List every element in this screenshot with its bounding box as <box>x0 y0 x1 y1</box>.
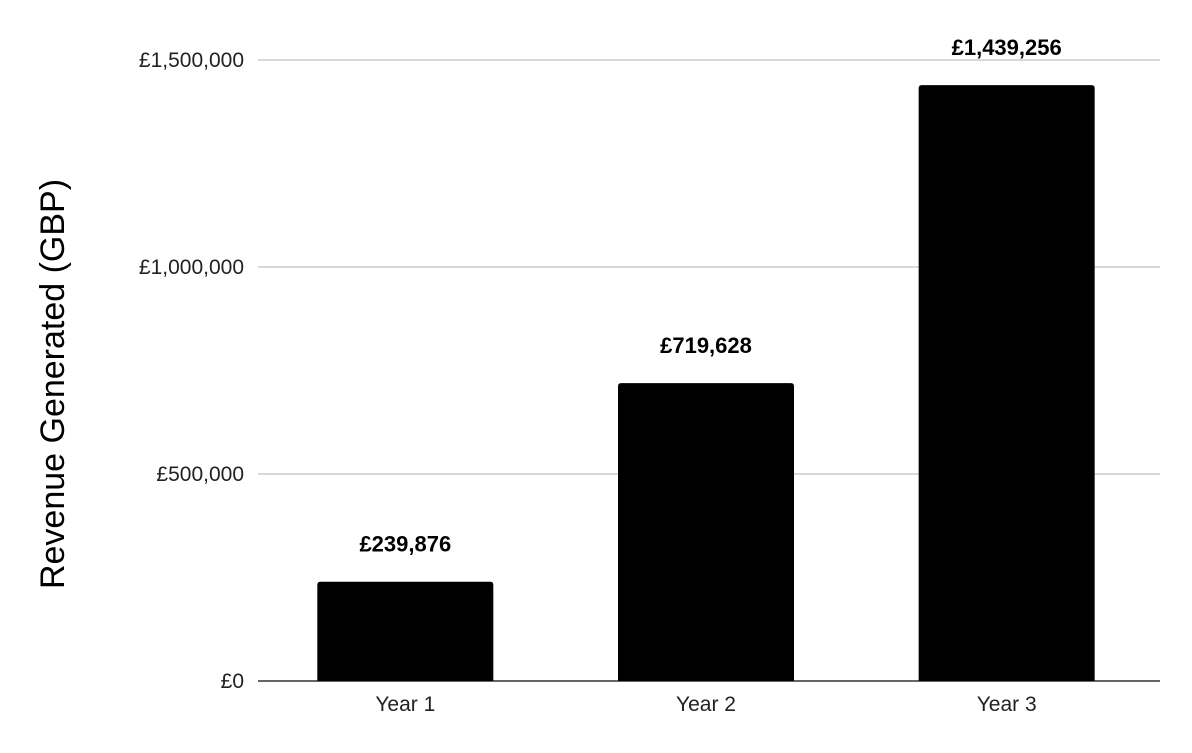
x-axis-ticks: Year 1 Year 2 Year 3 <box>375 693 1036 716</box>
bar <box>618 383 794 681</box>
y-axis-title: Revenue Generated (GBP) <box>34 179 72 589</box>
x-tick-label: Year 3 <box>977 693 1037 716</box>
y-tick-label: £500,000 <box>156 463 244 486</box>
x-tick-label: Year 2 <box>676 693 736 716</box>
y-tick-label: £0 <box>221 670 244 693</box>
bar-data-label: £239,876 <box>359 532 451 557</box>
y-tick-label: £1,000,000 <box>139 256 244 279</box>
bar <box>918 85 1095 682</box>
bars <box>317 85 1095 682</box>
x-tick-label: Year 1 <box>375 693 435 716</box>
y-axis-ticks: £0 £500,000 £1,000,000 £1,500,000 <box>139 49 244 693</box>
y-tick-label: £1,500,000 <box>139 49 244 72</box>
data-labels: £239,876 £719,628 £1,439,256 <box>359 35 1061 557</box>
bar-data-label: £719,628 <box>660 333 752 358</box>
bar-data-label: £1,439,256 <box>952 35 1062 60</box>
bar <box>317 581 494 681</box>
